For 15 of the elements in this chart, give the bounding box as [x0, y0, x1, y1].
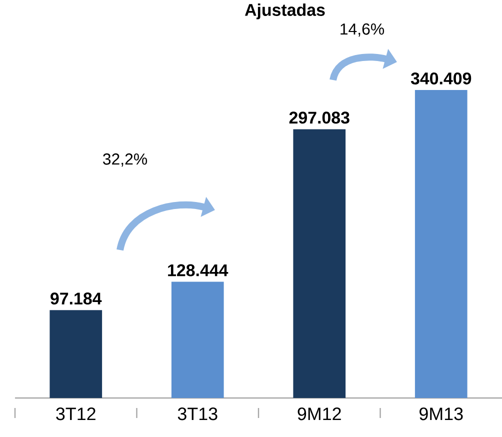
x-tick-label: 3T12 [56, 408, 96, 420]
text: 14,6% [340, 23, 384, 37]
data-label: 340.409 [410, 72, 472, 84]
chart-title: Ajustadas [244, 4, 325, 20]
data-label: 128.444 [168, 264, 228, 276]
bar [414, 90, 468, 398]
x-tick-label: 9M12 [298, 408, 341, 420]
x-tick-label: 9M13 [420, 408, 463, 420]
data-label: 97.184 [50, 292, 102, 305]
data-label: 297.083 [289, 112, 350, 124]
x-tick-label: 3T13 [178, 408, 218, 420]
bar [293, 129, 346, 398]
bar [171, 282, 224, 398]
bar [50, 310, 102, 398]
annotation: 32,2% [103, 153, 148, 167]
